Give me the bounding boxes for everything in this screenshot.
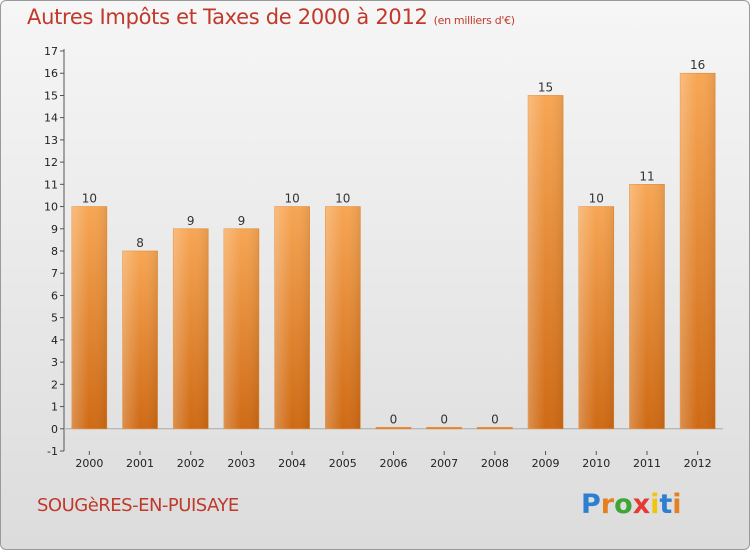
x-tick-label: 2012: [684, 457, 712, 470]
chart-title: Autres Impôts et Taxes de 2000 à 2012 (en…: [27, 5, 515, 29]
bar-value-label: 9: [187, 214, 195, 228]
brand-letter: i: [650, 489, 660, 520]
x-tick-label: 2011: [633, 457, 661, 470]
y-tick-label: 11: [44, 178, 58, 191]
y-tick-label: 3: [51, 356, 58, 369]
x-tick-label: 2003: [227, 457, 255, 470]
y-tick-label: 10: [44, 201, 58, 214]
bar: [477, 426, 513, 430]
brand-logo: Proxiti: [581, 489, 682, 520]
bar-value-label: 15: [538, 80, 553, 94]
chart-title-text: Autres Impôts et Taxes de 2000 à 2012: [27, 5, 428, 29]
x-tick-label: 2010: [582, 457, 610, 470]
bar-value-label: 10: [284, 192, 299, 206]
commune-name: SOUGèRES-EN-PUISAYE: [37, 495, 239, 516]
chart-unit: (en milliers d'€): [433, 14, 515, 27]
y-tick-label: 5: [51, 312, 58, 325]
brand-letter: i: [672, 489, 682, 520]
bar-value-label: 9: [238, 214, 246, 228]
y-tick-label: 4: [51, 334, 58, 347]
bar-value-label: 10: [589, 192, 604, 206]
y-tick-label: 9: [51, 223, 58, 236]
bar-shine: [122, 251, 158, 429]
bar-value-label: 0: [491, 412, 499, 426]
axes: [63, 49, 723, 451]
bar-shine: [680, 73, 716, 429]
x-tick-label: 2000: [75, 457, 103, 470]
bar-value-label: 16: [690, 58, 705, 72]
x-tick-label: 2006: [380, 457, 408, 470]
y-tick-label: 0: [51, 423, 58, 436]
bar-value-label: 10: [335, 192, 350, 206]
x-tick-label: 2005: [329, 457, 357, 470]
bar-value-label: 0: [390, 412, 398, 426]
y-tick-label: 7: [51, 267, 58, 280]
y-tick-label: 6: [51, 289, 58, 302]
y-tick-label: 16: [44, 67, 58, 80]
y-tick-label: 17: [44, 45, 58, 58]
x-tick-label: 2004: [278, 457, 306, 470]
y-tick-label: -1: [47, 445, 58, 458]
brand-letter: r: [600, 489, 615, 520]
bar-shine: [274, 206, 310, 429]
bar-shine: [223, 228, 259, 429]
y-tick-label: 1: [51, 401, 58, 414]
bar-shine: [629, 184, 665, 429]
bar-shine: [528, 95, 564, 429]
y-tick-label: 12: [44, 156, 58, 169]
y-tick-label: 8: [51, 245, 58, 258]
bar: [426, 426, 462, 430]
bar-shine: [71, 206, 107, 429]
bar-shine: [325, 206, 361, 429]
bar-shine: [578, 206, 614, 429]
bar-value-label: 10: [82, 192, 97, 206]
brand-letter: o: [614, 489, 633, 520]
y-tick-label: 15: [44, 89, 58, 102]
x-tick-label: 2009: [532, 457, 560, 470]
y-tick-label: 14: [44, 112, 58, 125]
brand-letter: t: [659, 489, 673, 520]
x-tick-label: 2007: [430, 457, 458, 470]
y-tick-label: 2: [51, 378, 58, 391]
bar-shine: [173, 228, 209, 429]
bar-value-label: 8: [136, 236, 144, 250]
bar: [375, 426, 412, 430]
bar-value-label: 11: [639, 169, 654, 183]
x-tick-label: 2002: [177, 457, 205, 470]
x-ticks: 2000 2001 2002 2003 2004 2005 2006 2007 2008 2009…: [75, 451, 712, 470]
brand-letter: x: [632, 489, 651, 520]
x-tick-label: 2001: [126, 457, 154, 470]
y-tick-label: 13: [44, 134, 58, 147]
bars: 10 8 9 9 10 10 0 0 0 15 10 11 16: [71, 58, 716, 430]
x-tick-label: 2008: [481, 457, 509, 470]
brand-letter: P: [581, 489, 601, 520]
bar-value-label: 0: [440, 412, 448, 426]
